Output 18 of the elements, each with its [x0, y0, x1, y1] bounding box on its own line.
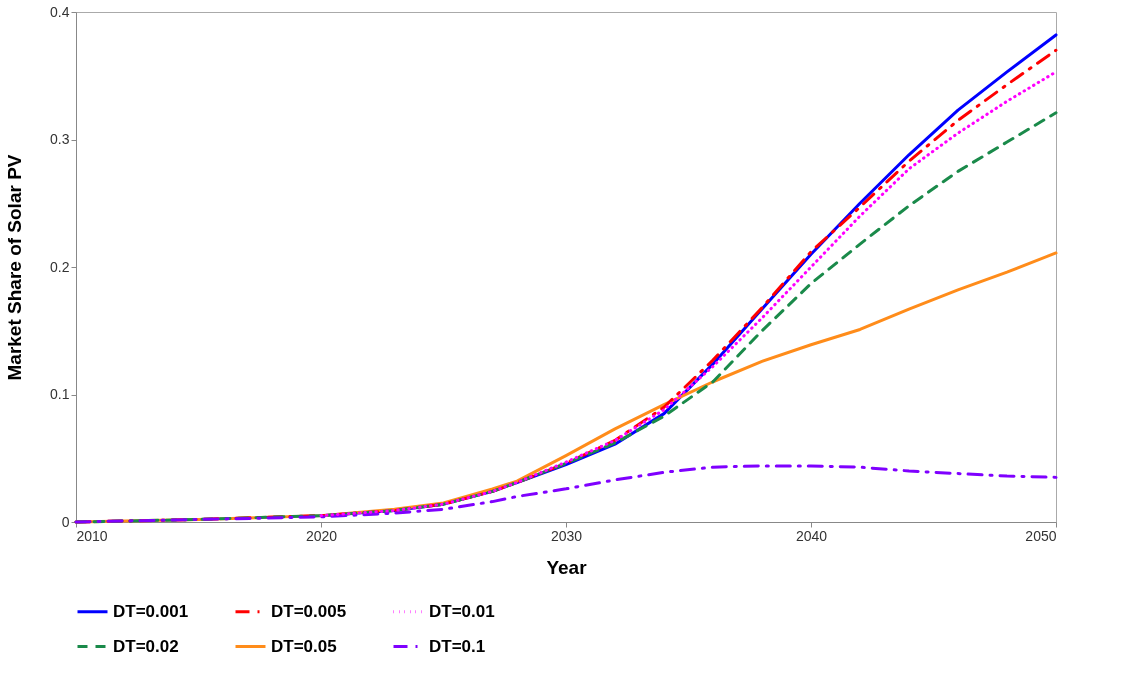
legend-label: DT=0.005 — [271, 601, 347, 621]
x-axis-title: Year — [546, 556, 588, 578]
y-axis-title: Market Share of Solar PV — [4, 154, 26, 381]
y-tick-label: 0.4 — [50, 3, 70, 20]
legend-label: DT=0.1 — [429, 636, 486, 656]
x-tick-label: 2040 — [795, 527, 828, 544]
x-tick-label: 2020 — [305, 527, 338, 544]
y-tick-label: 0 — [61, 513, 70, 530]
x-tick-label: 2030 — [550, 527, 583, 544]
legend-label: DT=0.001 — [113, 601, 189, 621]
legend-label: DT=0.02 — [113, 636, 179, 656]
legend-label: DT=0.05 — [271, 636, 337, 656]
y-tick-label: 0.3 — [50, 131, 70, 147]
x-tick-label: 2010 — [76, 527, 108, 544]
y-tick-label: 0.1 — [50, 386, 70, 402]
legend-label: DT=0.01 — [429, 601, 495, 621]
y-tick-label: 0.2 — [50, 258, 70, 275]
x-tick-label: 2050 — [1025, 527, 1057, 544]
